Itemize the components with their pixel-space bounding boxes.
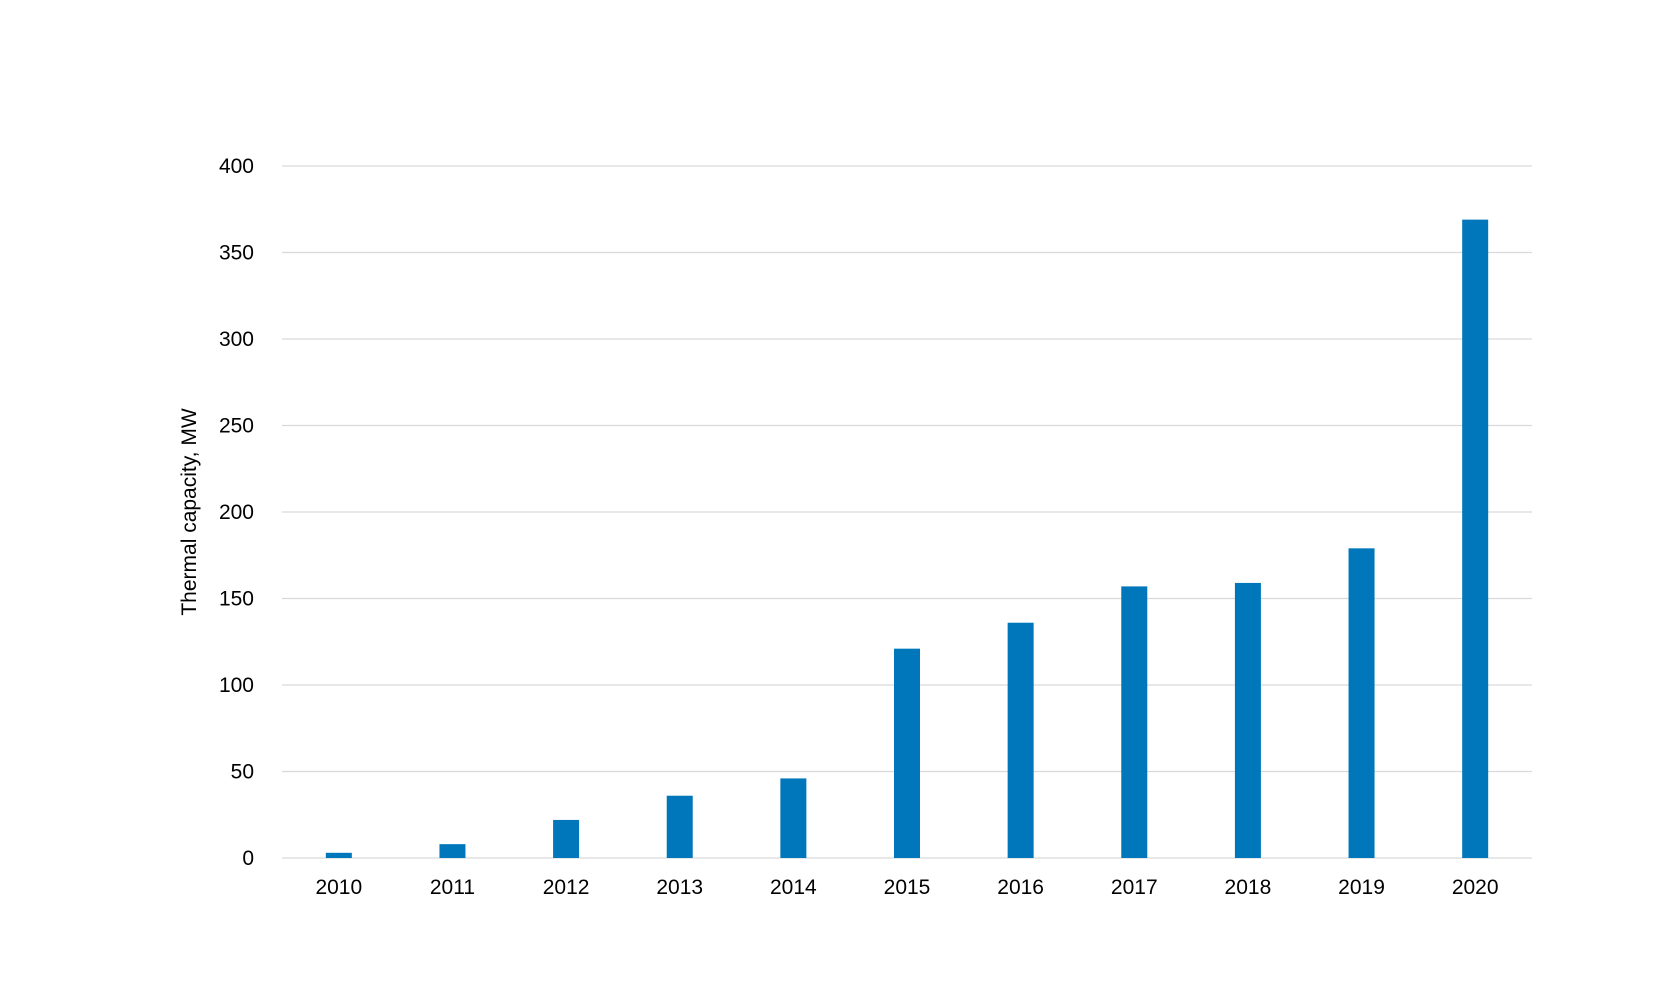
bar-2015 bbox=[894, 648, 920, 858]
bar-2017 bbox=[1121, 586, 1148, 858]
x-tick-label: 2019 bbox=[1338, 876, 1385, 899]
bar-2010 bbox=[325, 852, 352, 858]
x-tick-label: 2016 bbox=[997, 876, 1044, 899]
x-axis-ticks: 2010 2011 2012 2013 2014 2015 2016 2017 2018 2019… bbox=[315, 876, 1498, 899]
y-tick-label: 50 bbox=[231, 761, 254, 784]
bar-2012 bbox=[553, 819, 580, 858]
y-tick-label: 300 bbox=[219, 328, 254, 351]
bar-2016 bbox=[1007, 622, 1034, 858]
x-tick-label: 2015 bbox=[884, 876, 931, 899]
y-tick-label: 400 bbox=[219, 155, 254, 178]
y-tick-label: 100 bbox=[219, 674, 254, 697]
bar-2011 bbox=[439, 844, 466, 858]
y-axis-title: Thermal capacity, MW bbox=[178, 408, 201, 615]
bar-2013 bbox=[666, 795, 693, 858]
x-tick-label: 2018 bbox=[1225, 876, 1272, 899]
x-tick-label: 2013 bbox=[656, 876, 703, 899]
bar-2020 bbox=[1462, 219, 1489, 858]
bar-2019 bbox=[1348, 548, 1375, 858]
bar-2018 bbox=[1234, 582, 1261, 858]
x-tick-label: 2012 bbox=[543, 876, 590, 899]
y-tick-label: 200 bbox=[219, 501, 254, 524]
y-axis-ticks: 0 50 100 150 200 250 300 350 400 bbox=[219, 155, 254, 870]
x-tick-label: 2017 bbox=[1111, 876, 1158, 899]
gridlines bbox=[282, 165, 1532, 859]
x-tick-label: 2020 bbox=[1452, 876, 1499, 899]
y-tick-label: 0 bbox=[242, 847, 254, 870]
y-tick-label: 150 bbox=[219, 588, 254, 611]
bar-2014 bbox=[780, 778, 807, 858]
x-tick-label: 2010 bbox=[315, 876, 362, 899]
y-tick-label: 250 bbox=[219, 415, 254, 438]
bars bbox=[325, 219, 1489, 858]
y-tick-label: 350 bbox=[219, 242, 254, 265]
x-tick-label: 2011 bbox=[430, 876, 475, 899]
x-tick-label: 2014 bbox=[770, 876, 817, 899]
